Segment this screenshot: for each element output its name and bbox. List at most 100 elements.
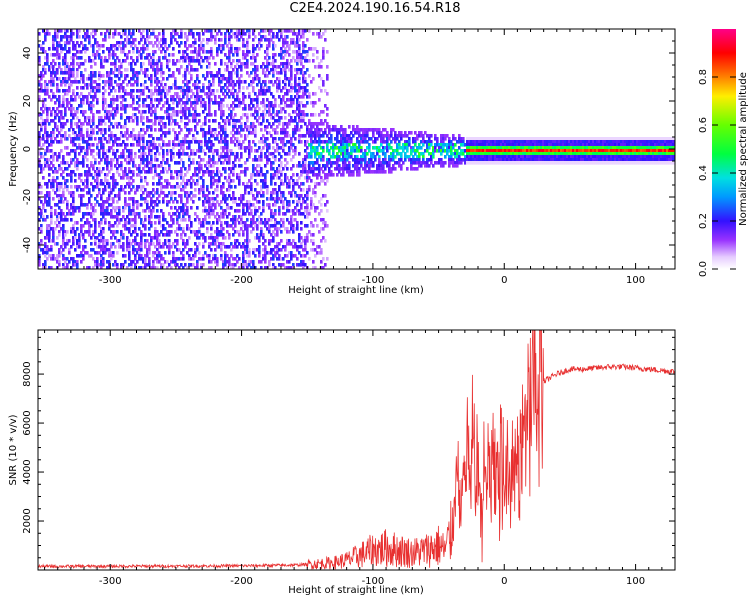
heatmap-cell	[282, 194, 285, 198]
heatmap-cell	[188, 215, 191, 219]
heatmap-cell	[202, 173, 205, 177]
heatmap-cell	[72, 149, 75, 153]
heatmap-cell	[270, 248, 273, 252]
heatmap-cell	[284, 53, 287, 57]
heatmap-cell	[256, 98, 259, 102]
heatmap-cell	[62, 47, 65, 51]
heatmap-cell	[254, 74, 257, 78]
heatmap-cell	[38, 257, 41, 261]
heatmap-cell	[134, 263, 137, 267]
heatmap-cell	[292, 131, 295, 135]
heatmap-cell	[110, 212, 113, 216]
heatmap-cell	[162, 215, 165, 219]
heatmap-cell	[214, 161, 217, 165]
heatmap-cell	[256, 104, 259, 108]
heatmap-cell	[294, 44, 297, 48]
heatmap-cell	[104, 56, 107, 60]
heatmap-cell	[284, 254, 287, 258]
heatmap-cell	[50, 143, 53, 147]
heatmap-cell	[124, 74, 127, 78]
heatmap-cell	[96, 86, 99, 90]
heatmap-cell	[210, 89, 213, 93]
heatmap-cell	[266, 62, 269, 66]
heatmap-cell	[264, 92, 267, 96]
heatmap-cell	[230, 218, 233, 222]
heatmap-cell	[306, 140, 309, 144]
heatmap-cell	[288, 119, 291, 123]
heatmap-cell	[234, 221, 237, 225]
heatmap-cell	[48, 164, 51, 168]
heatmap-cell	[210, 179, 213, 183]
heatmap-cell	[298, 185, 301, 189]
heatmap-cell	[104, 116, 107, 120]
heatmap-cell	[310, 137, 313, 141]
heatmap-cell	[208, 209, 211, 213]
heatmap-cell	[180, 98, 183, 102]
heatmap-cell	[256, 101, 259, 105]
heatmap-cell	[306, 38, 309, 42]
heatmap-cell	[178, 206, 181, 210]
heatmap-cell	[302, 44, 305, 48]
heatmap-cell	[110, 203, 113, 207]
heatmap-cell	[106, 140, 109, 144]
heatmap-cell	[238, 143, 241, 147]
heatmap-cell	[66, 173, 69, 177]
heatmap-cell	[62, 176, 65, 180]
heatmap-cell	[170, 53, 173, 57]
heatmap-cell	[58, 167, 61, 171]
heatmap-cell	[272, 122, 275, 126]
heatmap-cell	[268, 71, 271, 75]
heatmap-cell	[228, 35, 231, 39]
heatmap-cell	[288, 80, 291, 84]
heatmap-cell	[176, 185, 179, 189]
heatmap-cell	[306, 194, 309, 198]
heatmap-cell	[108, 248, 111, 252]
heatmap-cell	[146, 29, 149, 33]
heatmap-cell	[254, 236, 257, 240]
heatmap-cell	[240, 164, 243, 168]
heatmap-cell	[284, 86, 287, 90]
heatmap-cell	[104, 188, 107, 192]
heatmap-cell	[138, 185, 141, 189]
heatmap-cell	[40, 137, 43, 141]
heatmap-cell	[246, 53, 249, 57]
heatmap-cell	[146, 116, 149, 120]
heatmap-cell	[234, 215, 237, 219]
heatmap-cell	[128, 158, 131, 162]
heatmap-cell	[312, 164, 315, 168]
heatmap-cell	[176, 104, 179, 108]
heatmap-cell	[86, 191, 89, 195]
heatmap-cell	[38, 113, 41, 117]
heatmap-cell	[264, 107, 267, 111]
heatmap-cell	[180, 197, 183, 201]
heatmap-cell	[68, 173, 71, 177]
heatmap-cell	[78, 206, 81, 210]
heatmap-cell	[170, 86, 173, 90]
heatmap-cell	[120, 62, 123, 66]
heatmap-cell	[244, 56, 247, 60]
heatmap-cell	[212, 155, 215, 159]
heatmap-cell	[212, 161, 215, 165]
heatmap-cell	[140, 146, 143, 150]
heatmap-cell	[148, 191, 151, 195]
heatmap-cell	[216, 227, 219, 231]
heatmap-cell	[280, 191, 283, 195]
heatmap-cell	[170, 173, 173, 177]
heatmap-cell	[124, 53, 127, 57]
heatmap-cell	[210, 248, 213, 252]
heatmap-cell	[70, 158, 73, 162]
heatmap-cell	[184, 107, 187, 111]
heatmap-cell	[168, 122, 171, 126]
heatmap-cell	[236, 71, 239, 75]
heatmap-cell	[76, 239, 79, 243]
heatmap-cell	[210, 35, 213, 39]
heatmap-cell	[226, 86, 229, 90]
heatmap-cell	[288, 266, 291, 269]
heatmap-cell	[44, 251, 47, 255]
heatmap-cell	[280, 116, 283, 120]
heatmap-cell	[256, 170, 259, 174]
heatmap-cell	[242, 38, 245, 42]
heatmap-cell	[110, 245, 113, 249]
heatmap-cell	[140, 230, 143, 234]
